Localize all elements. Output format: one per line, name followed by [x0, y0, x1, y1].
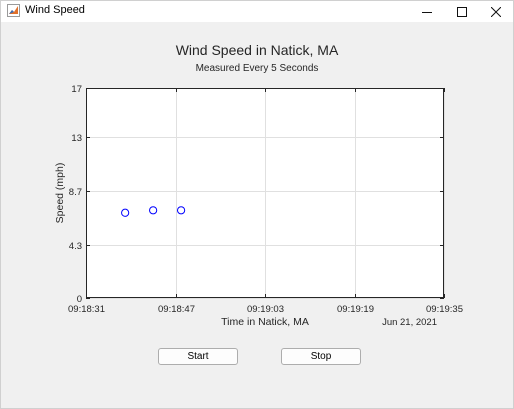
data-point [121, 208, 130, 217]
chart-subtitle: Measured Every 5 Seconds [195, 63, 319, 74]
start-button[interactable]: Start [158, 348, 238, 365]
close-icon [491, 6, 501, 17]
x-tick-label: 09:19:19 [337, 304, 374, 315]
x-tick-label: 09:19:35 [426, 304, 463, 315]
data-points [121, 206, 186, 217]
window-title: Wind Speed [25, 4, 85, 16]
data-point [149, 206, 158, 215]
y-tick-label: 17 [71, 84, 82, 95]
matlab-logo-icon [7, 4, 20, 17]
minimize-button[interactable] [410, 1, 444, 22]
title-bar: Wind Speed [1, 1, 513, 22]
y-tick-label: 0 [77, 294, 82, 305]
x-axis-label: Time in Natick, MA [221, 316, 309, 328]
maximize-icon [457, 6, 467, 17]
stop-button[interactable]: Stop [281, 348, 361, 365]
close-button[interactable] [479, 1, 513, 22]
data-point [176, 206, 186, 215]
x-tick-label: 09:18:47 [158, 304, 195, 315]
x-tick-label: 09:18:31 [68, 304, 105, 315]
maximize-button[interactable] [445, 1, 479, 22]
y-axis-label: Speed (mph) [54, 163, 66, 224]
axis-ticks: 09:18:31 09:18:47 09:19:03 09:19:19 09:19:35… [68, 84, 463, 315]
y-tick-label: 8.7 [69, 187, 82, 198]
chart-title: Wind Speed in Natick, MA [175, 42, 339, 58]
y-tick-label: 4.3 [69, 241, 82, 252]
y-tick-label: 13 [71, 133, 82, 144]
minimize-icon [422, 11, 432, 13]
x-axis-date-label: Jun 21, 2021 [382, 317, 437, 328]
x-tick-label: 09:19:03 [247, 304, 284, 315]
